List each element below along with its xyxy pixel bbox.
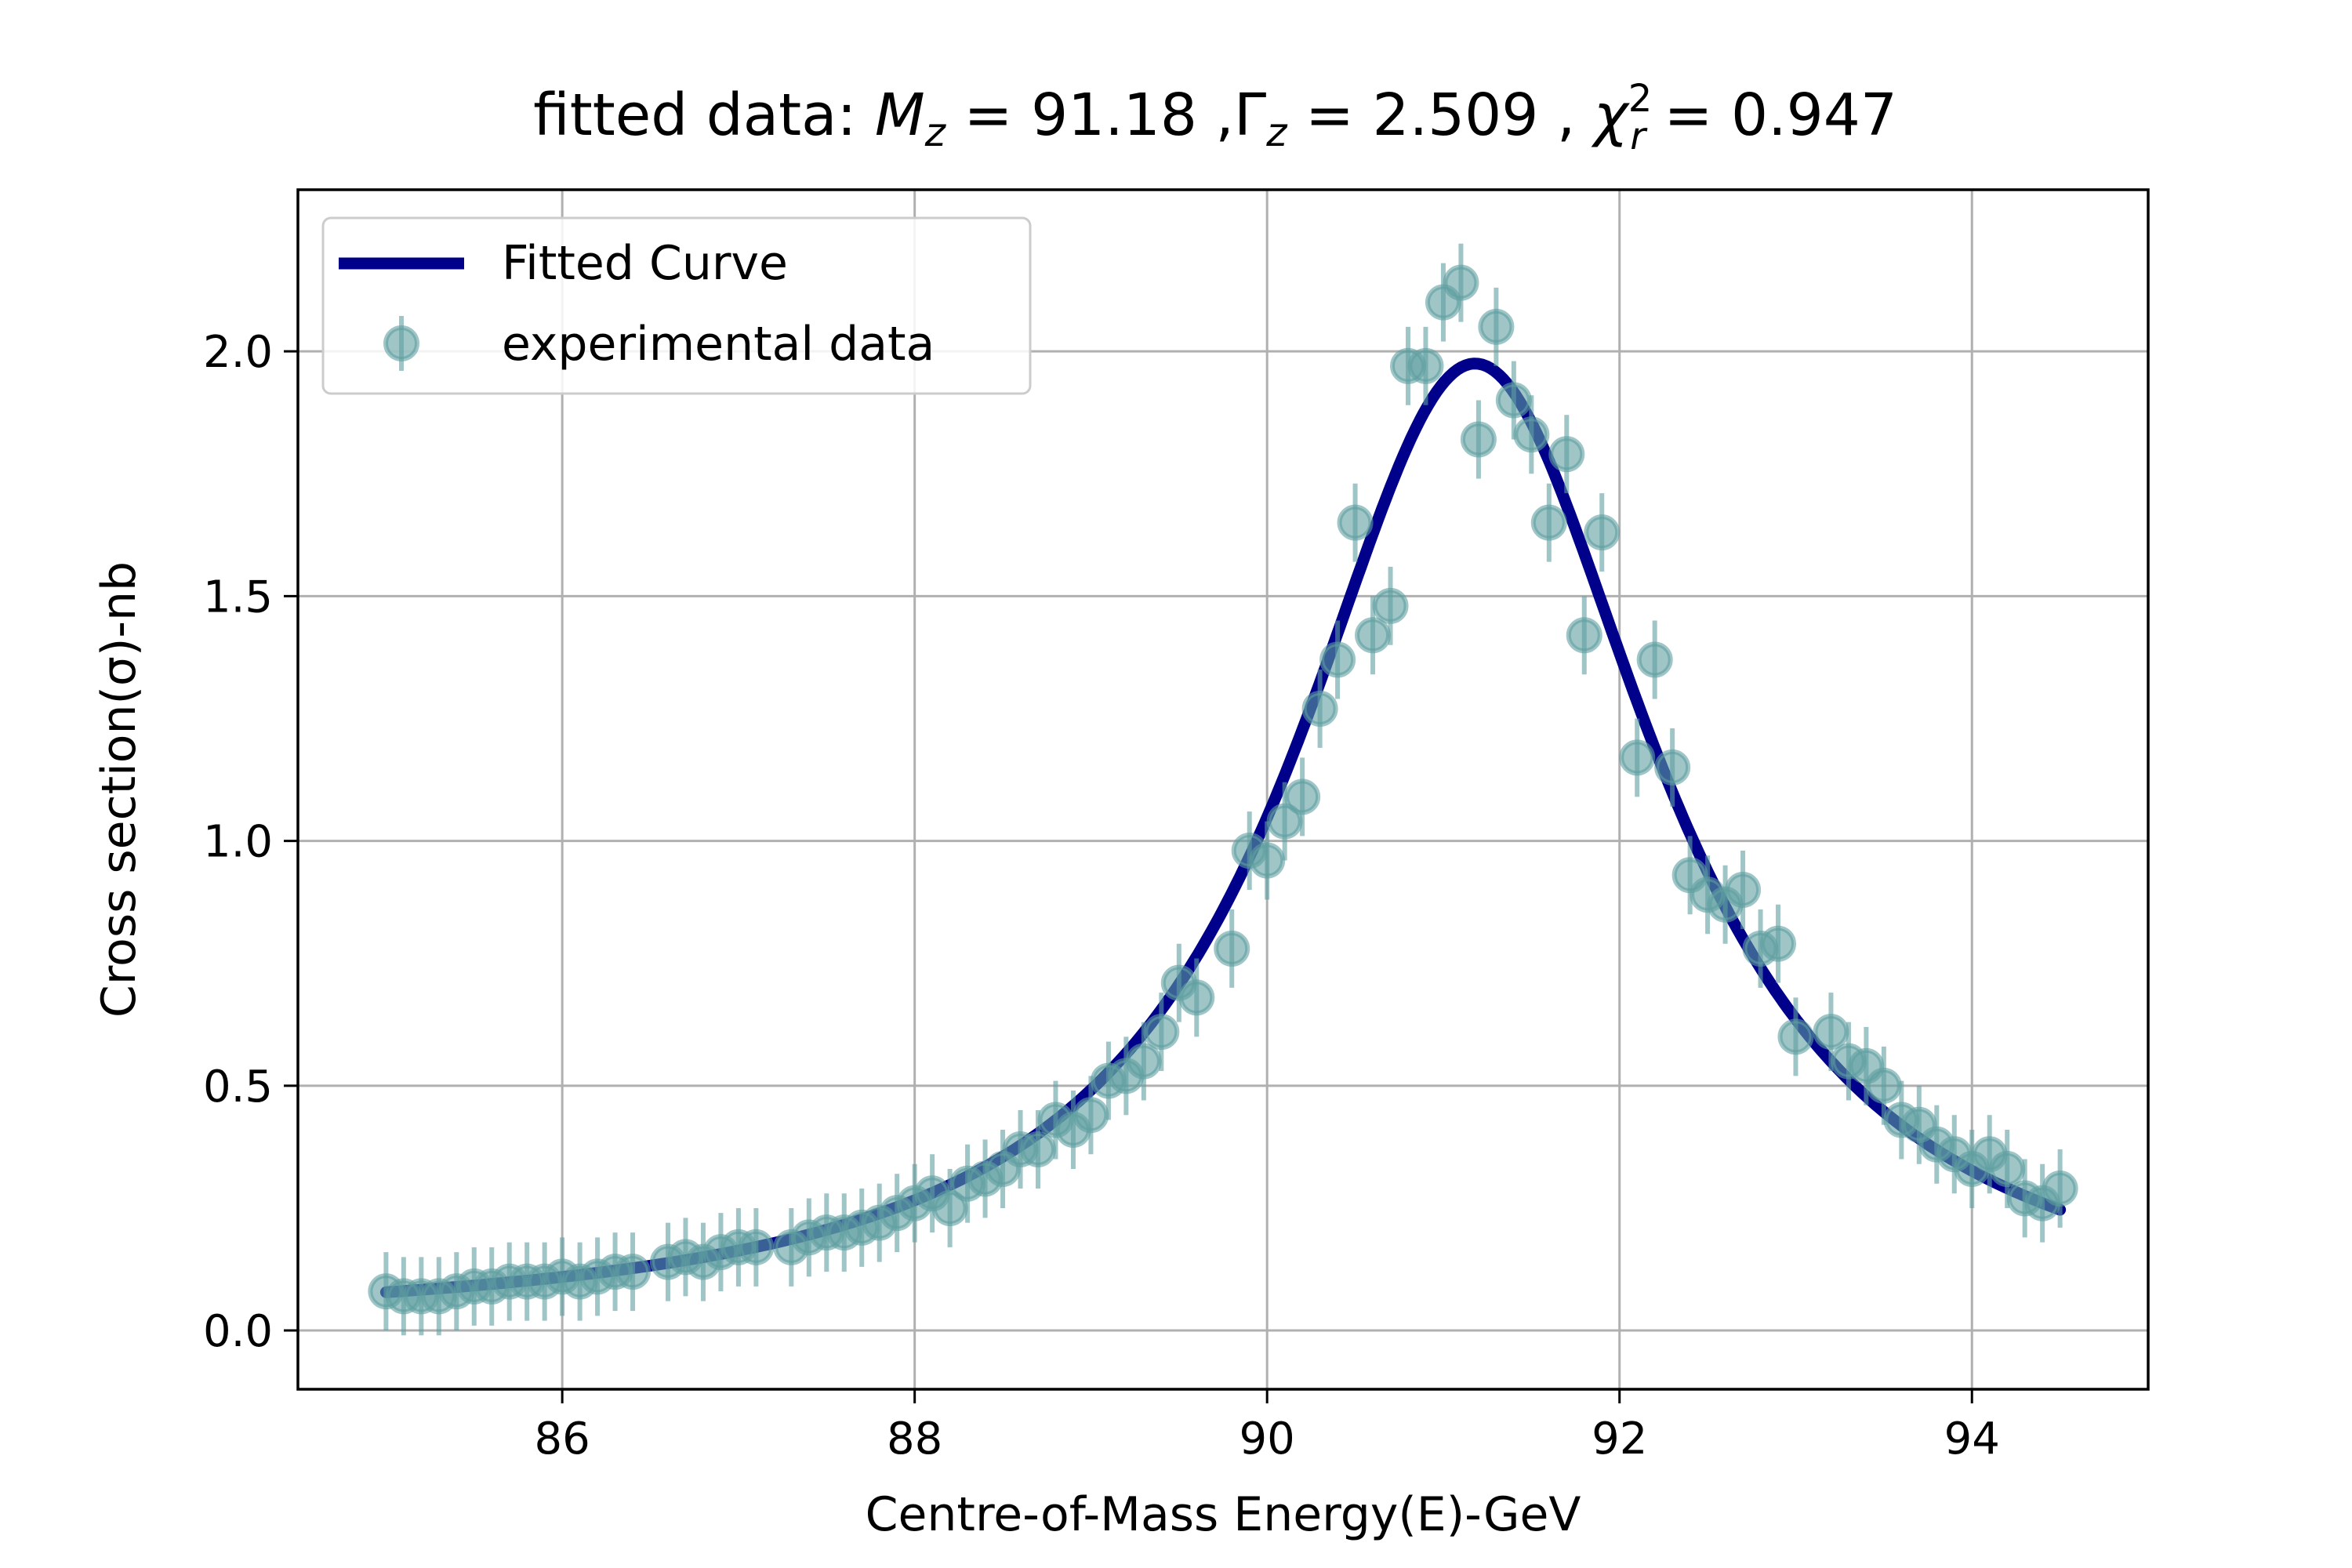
data-point — [1584, 493, 1621, 572]
data-point — [1636, 620, 1673, 699]
data-point — [615, 1232, 652, 1312]
title-c-sup: 2 — [1628, 77, 1653, 121]
data-marker — [1073, 1097, 1109, 1134]
data-marker — [1407, 347, 1444, 384]
data-point — [1513, 395, 1550, 474]
data-marker — [1548, 436, 1585, 473]
data-point — [1284, 757, 1321, 837]
fitted-curve — [379, 358, 2067, 1298]
data-marker — [1143, 1014, 1180, 1051]
title-c-value: = 0.947 — [1646, 82, 1897, 149]
data-point — [861, 1183, 898, 1262]
y-axis-label: Cross section(σ)-nb — [92, 561, 147, 1018]
data-marker — [1443, 264, 1479, 301]
data-point — [1372, 566, 1409, 645]
data-point — [1143, 993, 1180, 1072]
data-point — [1214, 909, 1250, 988]
data-marker — [1125, 1043, 1162, 1080]
data-marker — [1284, 779, 1321, 815]
data-point — [1548, 415, 1585, 494]
title-m-sub: z — [924, 110, 947, 155]
x-tick-label: 92 — [1592, 1414, 1647, 1465]
data-marker — [1355, 617, 1392, 654]
title-g-symbol: Γ — [1234, 82, 1266, 149]
data-marker — [1654, 749, 1691, 786]
x-tick-label: 90 — [1240, 1414, 1295, 1465]
x-tick-label: 88 — [887, 1414, 942, 1465]
data-marker — [1319, 641, 1356, 678]
data-marker — [1619, 739, 1656, 776]
data-marker — [1178, 979, 1215, 1016]
data-marker — [1725, 872, 1762, 909]
data-point — [1654, 728, 1691, 807]
axis-ticks: 86 88 90 92 94 0.0 0.5 1.0 1.5 2.0 — [203, 327, 2000, 1465]
legend: Fitted Curve experimental data — [321, 216, 1032, 395]
data-marker — [1301, 690, 1338, 727]
data-point — [1178, 958, 1215, 1037]
title-g-value: = 2.509 , — [1287, 82, 1593, 149]
data-marker — [1478, 308, 1515, 345]
fit-layer — [379, 358, 2067, 1298]
chart-title: fitted data: Mz = 91.18 ,Γz = 2.509 , χ2… — [533, 77, 1897, 158]
x-axis-label: Centre-of-Mass Energy(E)-GeV — [866, 1487, 1581, 1542]
data-point — [1725, 851, 1762, 929]
data-point — [1566, 596, 1602, 675]
y-tick-label: 2.0 — [203, 327, 273, 378]
title-m-value: = 91.18 , — [946, 82, 1234, 149]
title-prefix: fitted data: — [533, 82, 875, 149]
data-point — [1337, 483, 1374, 562]
title-m-symbol: M — [875, 82, 925, 149]
legend-point-marker — [383, 325, 419, 361]
x-tick-label: 94 — [1944, 1414, 2000, 1465]
data-point — [1478, 287, 1515, 366]
data-marker — [1495, 382, 1532, 419]
y-tick-label: 1.0 — [203, 817, 273, 868]
legend-label-experimental-data: experimental data — [502, 317, 935, 372]
legend-label-fitted-curve: Fitted Curve — [502, 236, 788, 291]
data-point — [1460, 400, 1497, 479]
data-marker — [1584, 514, 1621, 551]
data-marker — [1249, 842, 1286, 879]
y-tick-label: 1.5 — [203, 572, 273, 622]
data-marker — [1020, 1131, 1056, 1167]
data-point — [1301, 670, 1338, 748]
data-marker — [1214, 930, 1250, 967]
y-tick-label: 0.5 — [203, 1062, 273, 1112]
data-marker — [1372, 587, 1409, 624]
y-tick-label: 0.0 — [203, 1306, 273, 1357]
data-point — [1443, 243, 1479, 322]
data-marker — [1566, 617, 1602, 654]
data-point — [2042, 1149, 2078, 1228]
data-point — [1530, 483, 1567, 562]
data-point — [1777, 997, 1814, 1076]
data-marker — [1989, 1150, 2026, 1187]
data-point — [1760, 904, 1796, 983]
experimental-points — [368, 243, 2078, 1336]
data-point — [1319, 620, 1356, 699]
data-marker — [1865, 1067, 1902, 1104]
data-marker — [2042, 1170, 2078, 1207]
data-marker — [1636, 641, 1673, 678]
data-marker — [1513, 416, 1550, 453]
data-point — [1619, 718, 1656, 797]
data-marker — [1530, 504, 1567, 541]
data-marker — [1337, 504, 1374, 541]
plot-frame — [296, 188, 2150, 1391]
data-marker — [1760, 925, 1796, 962]
data-marker — [1460, 421, 1497, 458]
legend-box — [321, 216, 1032, 395]
title-c-sub: r — [1630, 114, 1648, 158]
data-marker — [738, 1229, 775, 1265]
title-c-symbol: χ — [1591, 82, 1631, 149]
data-point — [1407, 326, 1444, 405]
data-marker — [1777, 1018, 1814, 1055]
title-g-sub: z — [1265, 110, 1288, 155]
data-marker — [1813, 1014, 1849, 1051]
data-point — [738, 1207, 775, 1287]
x-tick-label: 86 — [535, 1414, 590, 1465]
data-point — [1073, 1076, 1109, 1155]
data-marker — [615, 1254, 652, 1290]
